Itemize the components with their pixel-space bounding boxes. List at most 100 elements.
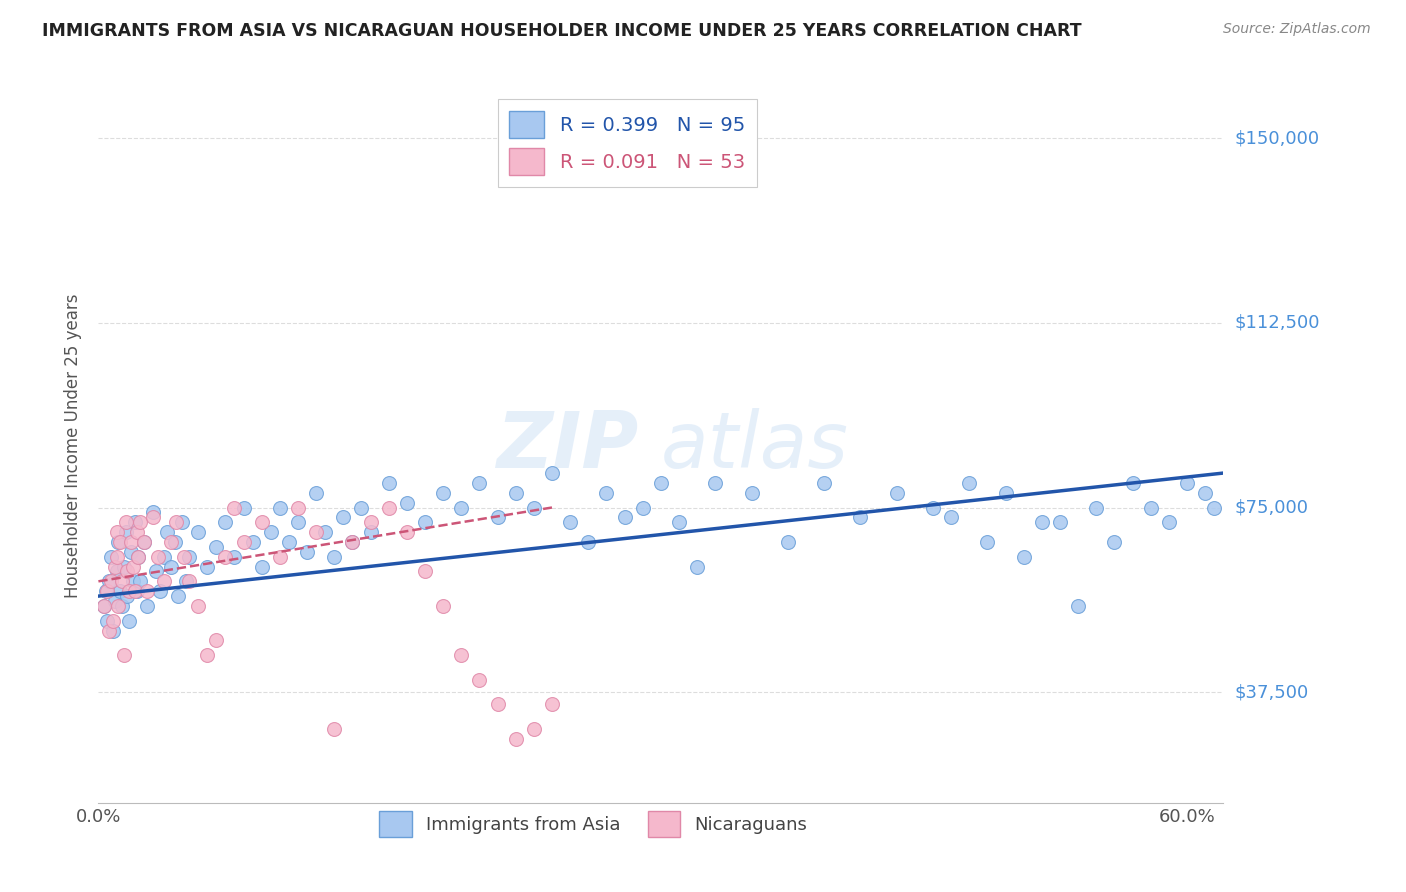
Point: [173, 549, 195, 564]
Y-axis label: Householder Income Under 25 years: Householder Income Under 25 years: [65, 293, 83, 599]
Point: [170, 516, 193, 530]
Point: [152, 549, 174, 564]
Point: [232, 500, 254, 515]
Point: [250, 516, 273, 530]
Point: [125, 584, 148, 599]
Point: [1121, 475, 1143, 490]
Point: [269, 500, 291, 515]
Point: [450, 500, 472, 515]
Point: [523, 500, 546, 515]
Point: [314, 525, 336, 540]
Point: [377, 475, 399, 490]
Point: [1175, 475, 1198, 490]
Point: [277, 535, 299, 549]
Point: [323, 722, 346, 736]
Point: [260, 525, 283, 540]
Point: [224, 500, 246, 515]
Point: [120, 545, 142, 559]
Point: [342, 535, 364, 549]
Point: [232, 535, 254, 549]
Point: [96, 584, 118, 599]
Point: [94, 584, 117, 599]
Point: [195, 559, 218, 574]
Point: [360, 525, 382, 540]
Text: $150,000: $150,000: [1234, 129, 1319, 147]
Point: [111, 599, 134, 613]
Point: [107, 599, 129, 613]
Point: [1031, 516, 1053, 530]
Point: [813, 475, 835, 490]
Point: [342, 535, 364, 549]
Text: Source: ZipAtlas.com: Source: ZipAtlas.com: [1223, 22, 1371, 37]
Point: [704, 475, 727, 490]
Point: [922, 500, 945, 515]
Point: [214, 549, 236, 564]
Point: [114, 516, 136, 530]
Point: [117, 565, 139, 579]
Point: [994, 485, 1017, 500]
Point: [195, 648, 218, 662]
Point: [136, 599, 159, 613]
Point: [105, 549, 128, 564]
Point: [1157, 516, 1180, 530]
Point: [505, 485, 527, 500]
Point: [107, 535, 129, 549]
Point: [179, 574, 201, 589]
Point: [125, 525, 148, 540]
Point: [1012, 549, 1035, 564]
Point: [541, 698, 564, 712]
Point: [187, 525, 209, 540]
Point: [96, 614, 118, 628]
Point: [323, 549, 346, 564]
Point: [174, 574, 197, 589]
Text: ZIP: ZIP: [496, 408, 638, 484]
Point: [127, 549, 149, 564]
Point: [741, 485, 763, 500]
Point: [360, 516, 382, 530]
Point: [98, 574, 121, 589]
Point: [136, 584, 159, 599]
Point: [1104, 535, 1126, 549]
Point: [377, 500, 399, 515]
Point: [1204, 500, 1226, 515]
Point: [668, 516, 690, 530]
Point: [100, 574, 122, 589]
Point: [142, 505, 165, 519]
Point: [101, 624, 124, 638]
Point: [976, 535, 998, 549]
Point: [114, 525, 136, 540]
Point: [305, 485, 328, 500]
Point: [118, 584, 141, 599]
Point: [127, 549, 149, 564]
Point: [269, 549, 291, 564]
Point: [117, 589, 139, 603]
Point: [163, 535, 186, 549]
Point: [132, 535, 155, 549]
Point: [224, 549, 246, 564]
Point: [939, 510, 962, 524]
Point: [105, 525, 128, 540]
Point: [432, 485, 454, 500]
Point: [100, 549, 122, 564]
Point: [98, 624, 121, 638]
Point: [486, 510, 509, 524]
Text: $37,500: $37,500: [1234, 683, 1309, 701]
Point: [650, 475, 672, 490]
Point: [101, 614, 124, 628]
Point: [112, 648, 135, 662]
Point: [129, 516, 152, 530]
Point: [432, 599, 454, 613]
Point: [541, 466, 564, 480]
Point: [242, 535, 264, 549]
Text: IMMIGRANTS FROM ASIA VS NICARAGUAN HOUSEHOLDER INCOME UNDER 25 YEARS CORRELATION: IMMIGRANTS FROM ASIA VS NICARAGUAN HOUSE…: [42, 22, 1081, 40]
Point: [295, 545, 318, 559]
Point: [156, 525, 179, 540]
Point: [148, 549, 170, 564]
Point: [250, 559, 273, 574]
Legend: Immigrants from Asia, Nicaraguans: Immigrants from Asia, Nicaraguans: [373, 804, 814, 844]
Point: [118, 614, 141, 628]
Point: [287, 516, 309, 530]
Point: [124, 516, 146, 530]
Point: [129, 574, 152, 589]
Point: [1085, 500, 1108, 515]
